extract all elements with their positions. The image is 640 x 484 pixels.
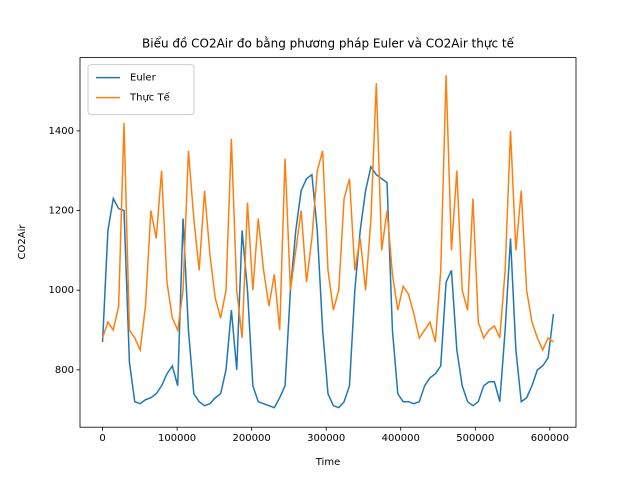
legend-label: Euler [130, 73, 157, 84]
y-tick-label: 1400 [49, 126, 74, 137]
chart-title: Biểu đồ CO2Air đo bằng phương pháp Euler… [142, 37, 515, 51]
x-tick-label: 400000 [382, 433, 420, 444]
x-tick-label: 200000 [233, 433, 271, 444]
y-tick-label: 800 [55, 365, 74, 376]
x-tick-label: 600000 [531, 433, 569, 444]
x-tick-label: 300000 [307, 433, 345, 444]
y-tick-label: 1000 [49, 285, 74, 296]
plot-frame [79, 57, 577, 428]
x-tick-label: 0 [99, 433, 105, 444]
y-axis-label: CO2Air [17, 224, 28, 260]
x-tick-label: 500000 [456, 433, 494, 444]
y-tick-label: 1200 [49, 206, 74, 217]
x-tick-label: 100000 [158, 433, 196, 444]
series-line [101, 75, 554, 353]
legend-label: Thực Tế [129, 92, 171, 104]
x-axis-label: Time [315, 457, 340, 468]
series-line [101, 164, 555, 409]
